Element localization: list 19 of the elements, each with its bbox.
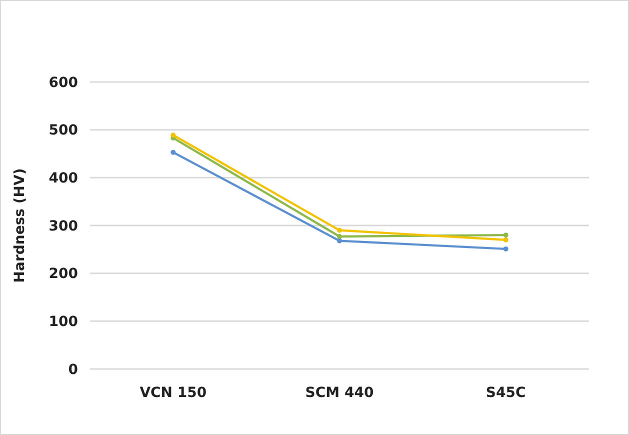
y-tick-label: 500 <box>48 122 78 139</box>
point <box>503 246 508 252</box>
point <box>337 234 342 239</box>
point <box>337 228 342 233</box>
y-tick-label: 0 <box>68 362 78 378</box>
point <box>503 232 508 238</box>
point <box>503 237 508 242</box>
y-tick-label: 400 <box>48 170 78 187</box>
point <box>337 238 342 244</box>
y-axis-title: Hardness (HV) <box>12 168 28 283</box>
y-tick-label: 300 <box>48 218 78 234</box>
y-tick-label: 200 <box>48 266 78 282</box>
x-tick-label: SCM 440 <box>305 385 374 401</box>
x-tick-label: S45C <box>486 385 526 401</box>
x-tick-label: VCN 150 <box>140 385 207 401</box>
point <box>170 132 176 138</box>
point <box>170 150 176 155</box>
y-tick-label: 100 <box>48 314 78 330</box>
y-tick-label: 600 <box>48 74 78 91</box>
